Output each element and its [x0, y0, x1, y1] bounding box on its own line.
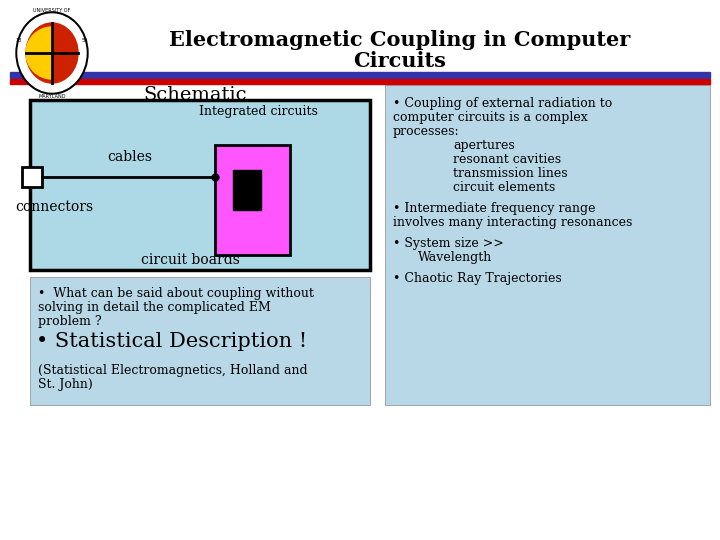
Text: •  What can be said about coupling without: • What can be said about coupling withou…: [38, 287, 314, 300]
Text: 18: 18: [16, 38, 22, 44]
Text: MARYLAND: MARYLAND: [38, 93, 66, 98]
Text: involves many interacting resonances: involves many interacting resonances: [393, 216, 632, 229]
Text: UNIVERSITY OF: UNIVERSITY OF: [33, 8, 71, 12]
Text: computer circuits is a complex: computer circuits is a complex: [393, 111, 588, 124]
Bar: [233, 170, 261, 210]
Text: circuit boards: circuit boards: [140, 253, 240, 267]
Bar: [30, 100, 370, 270]
Bar: [10, 72, 710, 78]
Text: solving in detail the complicated EM: solving in detail the complicated EM: [38, 301, 271, 314]
Text: resonant cavities: resonant cavities: [453, 153, 561, 166]
Bar: [385, 85, 710, 405]
Wedge shape: [26, 27, 52, 79]
Text: apertures: apertures: [453, 139, 515, 152]
Text: transmission lines: transmission lines: [453, 167, 567, 180]
Text: Circuits: Circuits: [354, 51, 446, 71]
Bar: [22, 167, 42, 187]
Bar: [10, 79, 710, 84]
Text: (Statistical Electromagnetics, Holland and: (Statistical Electromagnetics, Holland a…: [38, 364, 307, 377]
Text: connectors: connectors: [15, 200, 93, 214]
Ellipse shape: [26, 23, 78, 83]
Text: • Coupling of external radiation to: • Coupling of external radiation to: [393, 97, 612, 110]
Text: problem ?: problem ?: [38, 315, 102, 328]
Text: cables: cables: [107, 150, 153, 164]
Text: • Chaotic Ray Trajectories: • Chaotic Ray Trajectories: [393, 272, 562, 285]
Bar: [30, 277, 370, 405]
Ellipse shape: [16, 12, 88, 94]
Text: processes:: processes:: [393, 125, 459, 138]
Text: • Intermediate frequency range: • Intermediate frequency range: [393, 202, 595, 215]
Text: Wavelength: Wavelength: [418, 251, 492, 264]
Bar: [215, 145, 290, 255]
Text: circuit elements: circuit elements: [453, 181, 555, 194]
Text: Electromagnetic Coupling in Computer: Electromagnetic Coupling in Computer: [169, 30, 631, 50]
Text: • Statistical Description !: • Statistical Description !: [36, 332, 307, 351]
Text: Integrated circuits: Integrated circuits: [199, 105, 318, 118]
Text: St. John): St. John): [38, 378, 93, 391]
Text: • System size >>: • System size >>: [393, 237, 504, 250]
Text: 56: 56: [82, 38, 88, 44]
Ellipse shape: [18, 14, 86, 92]
Text: Schematic: Schematic: [143, 86, 247, 104]
